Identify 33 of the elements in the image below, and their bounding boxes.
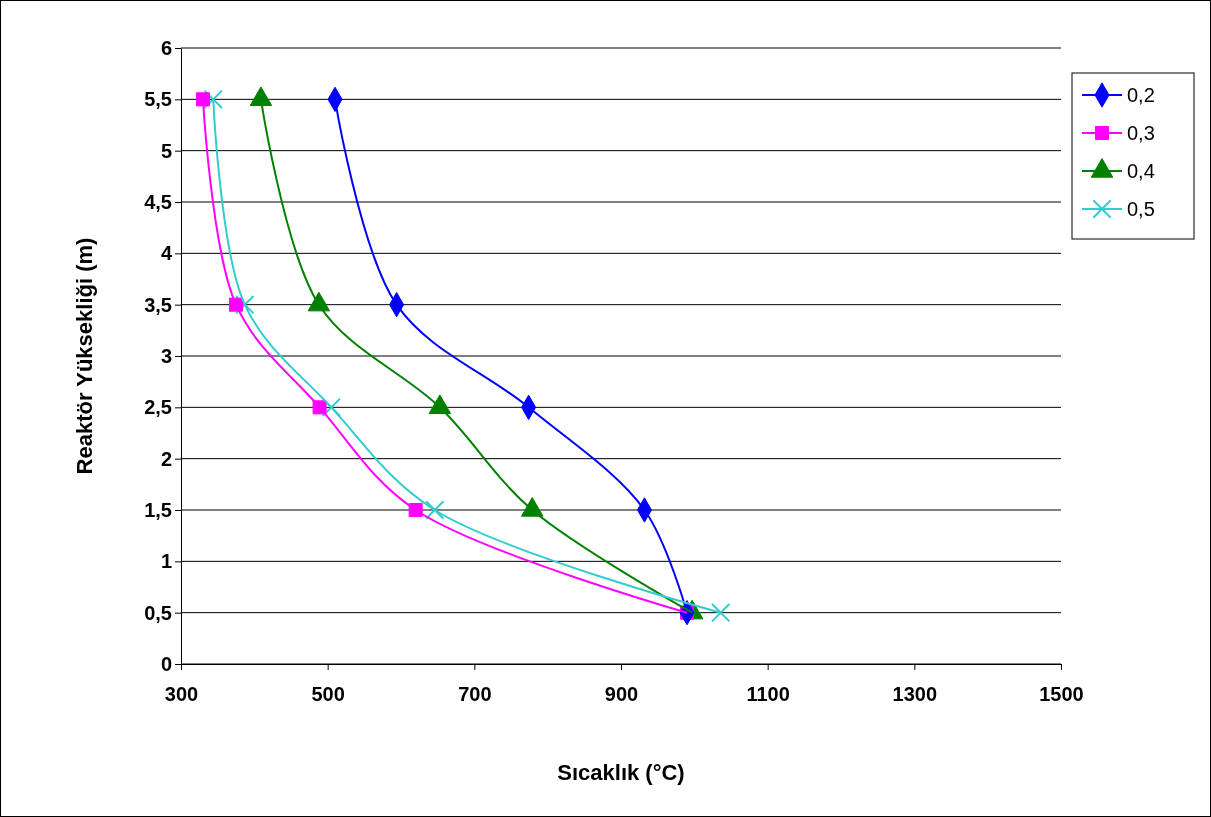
- y-tick-label: 0: [160, 652, 172, 675]
- x-tick-label: 700: [458, 683, 492, 705]
- y-tick-label: 6: [160, 36, 172, 59]
- legend-label: 0,2: [1127, 84, 1155, 106]
- x-tick-label: 1500: [1039, 683, 1084, 705]
- x-axis-title: Sıcaklık (°C): [557, 760, 685, 785]
- point: [321, 397, 342, 418]
- y-tick-label: 5: [160, 139, 172, 162]
- legend-label: 0,3: [1127, 122, 1155, 144]
- y-tick-label: 1,5: [144, 498, 172, 521]
- point: [235, 294, 255, 315]
- point: [711, 602, 731, 623]
- y-tick-label: 3: [160, 344, 172, 367]
- y-tick-label: 0,5: [144, 601, 172, 624]
- y-tick-label: 4,5: [144, 190, 172, 213]
- x-tick-label: 500: [311, 683, 345, 705]
- point: [312, 400, 327, 415]
- point: [425, 500, 445, 520]
- x-tick-label: 300: [164, 683, 199, 705]
- y-tick-label: 2: [160, 447, 172, 470]
- legend-label: 0,4: [1127, 160, 1155, 182]
- x-tick-label: 1300: [892, 683, 938, 705]
- point: [203, 89, 223, 110]
- x-tick-label: 1100: [746, 683, 790, 705]
- x-tick-label: 900: [604, 683, 639, 705]
- point: [195, 92, 211, 107]
- y-tick-label: 1: [160, 550, 172, 573]
- y-tick-label: 4: [160, 242, 173, 265]
- y-tick-label: 5,5: [144, 88, 172, 111]
- legend-label: 0,5: [1127, 198, 1155, 220]
- y-tick-label: 2,5: [144, 396, 172, 419]
- y-tick-label: 3,5: [144, 293, 172, 316]
- y-axis-title: Reaktör Yüksekliği (m): [72, 237, 97, 475]
